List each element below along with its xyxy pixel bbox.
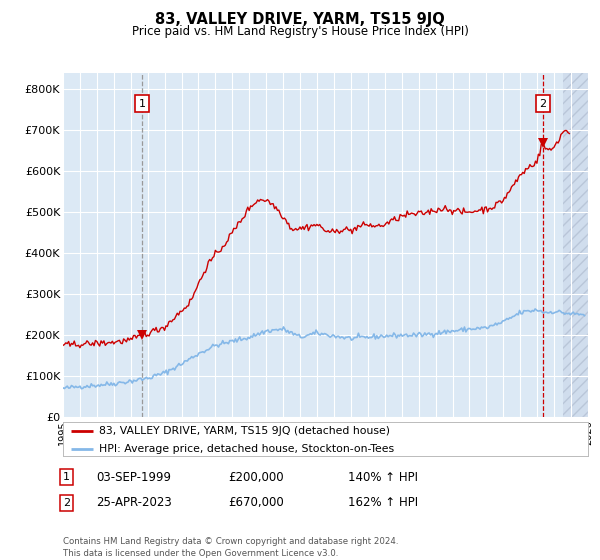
Text: 83, VALLEY DRIVE, YARM, TS15 9JQ (detached house): 83, VALLEY DRIVE, YARM, TS15 9JQ (detach…	[98, 426, 390, 436]
Text: Contains HM Land Registry data © Crown copyright and database right 2024.
This d: Contains HM Land Registry data © Crown c…	[63, 537, 398, 558]
Text: HPI: Average price, detached house, Stockton-on-Tees: HPI: Average price, detached house, Stoc…	[98, 444, 394, 454]
Text: 1: 1	[63, 472, 70, 482]
Text: 1: 1	[139, 99, 146, 109]
Bar	[563, 73, 588, 417]
Text: 25-APR-2023: 25-APR-2023	[96, 496, 172, 510]
Text: 2: 2	[539, 99, 546, 109]
Text: Price paid vs. HM Land Registry's House Price Index (HPI): Price paid vs. HM Land Registry's House …	[131, 25, 469, 38]
Text: 140% ↑ HPI: 140% ↑ HPI	[348, 470, 418, 484]
Text: 2: 2	[63, 498, 70, 508]
Text: £670,000: £670,000	[228, 496, 284, 510]
Text: £200,000: £200,000	[228, 470, 284, 484]
Text: 162% ↑ HPI: 162% ↑ HPI	[348, 496, 418, 510]
Text: 83, VALLEY DRIVE, YARM, TS15 9JQ: 83, VALLEY DRIVE, YARM, TS15 9JQ	[155, 12, 445, 27]
Text: 03-SEP-1999: 03-SEP-1999	[96, 470, 171, 484]
